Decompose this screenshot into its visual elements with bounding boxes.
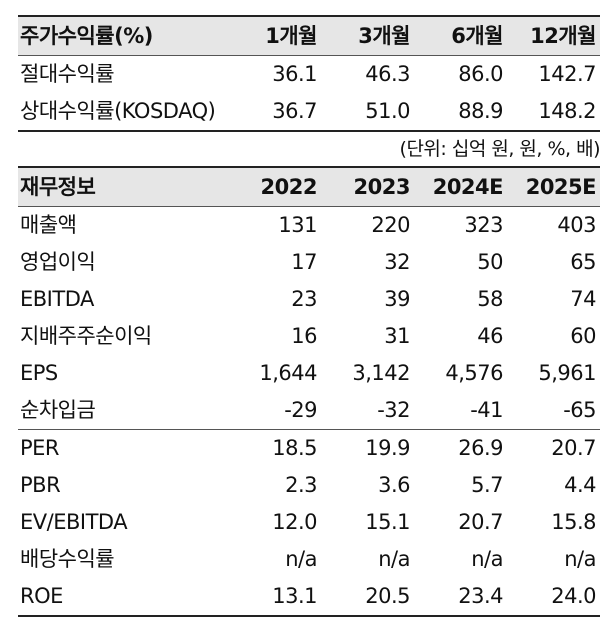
header-2023: 2023	[321, 166, 414, 207]
cell: 24.0	[507, 578, 600, 617]
cell: 23	[291, 287, 317, 311]
header-6m: 6개월	[414, 15, 507, 56]
cell: 15.1	[365, 510, 410, 534]
cell: 3.6	[378, 473, 410, 497]
table-row: 상대수익률(KOSDAQ) 36.7 51.0 88.9 148.2	[18, 93, 600, 132]
cell: 131	[278, 213, 317, 237]
header-3m: 3개월	[321, 15, 414, 56]
cell: n/a	[378, 547, 410, 571]
row-label: ROE	[18, 578, 228, 617]
cell: 19.9	[321, 429, 414, 467]
table-row: 지배주주순이익 16 31 46 60	[18, 318, 600, 355]
cell: -29	[284, 398, 317, 422]
cell: 16	[291, 324, 317, 348]
table-row: ROE 13.1 20.5 23.4 24.0	[18, 578, 600, 617]
cell: 58	[477, 287, 503, 311]
cell: 12.0	[272, 510, 317, 534]
cell: 23.4	[414, 578, 507, 617]
cell: 220	[371, 213, 410, 237]
cell: 142.7	[538, 62, 596, 86]
table-row: EPS 1,644 3,142 4,576 5,961	[18, 355, 600, 392]
row-label: 매출액	[20, 213, 77, 237]
cell: 148.2	[507, 93, 600, 132]
header-label: 재무정보	[18, 166, 228, 207]
header-2024e: 2024E	[414, 166, 507, 207]
table-row: 배당수익률 n/a n/a n/a n/a	[18, 541, 600, 578]
table-row: PER 18.5 19.9 26.9 20.7	[18, 429, 600, 467]
financials-header-row: 재무정보 2022 2023 2024E 2025E	[18, 166, 600, 207]
stock-returns-table: 주가수익률(%) 1개월 3개월 6개월 12개월 절대수익률 36.1 46.…	[18, 15, 600, 132]
cell: 2.3	[285, 473, 317, 497]
cell: 51.0	[321, 93, 414, 132]
cell: 65	[570, 250, 596, 274]
cell: 36.7	[228, 93, 321, 132]
row-label: 순차입금	[20, 398, 96, 422]
cell: 3,142	[352, 361, 410, 385]
cell: 4.4	[564, 473, 596, 497]
cell: 86.0	[458, 62, 503, 86]
row-label: EV/EBITDA	[20, 510, 128, 534]
cell: 39	[384, 287, 410, 311]
financial-summary: 주가수익률(%) 1개월 3개월 6개월 12개월 절대수익률 36.1 46.…	[0, 15, 612, 643]
row-label: 배당수익률	[20, 547, 115, 571]
cell: 5.7	[471, 473, 503, 497]
cell: 18.5	[228, 429, 321, 467]
cell: 4,576	[445, 361, 503, 385]
header-2022: 2022	[228, 166, 321, 207]
cell: 13.1	[228, 578, 321, 617]
row-label: 상대수익률(KOSDAQ)	[18, 93, 228, 132]
cell: 20.7	[507, 429, 600, 467]
table-row: 절대수익률 36.1 46.3 86.0 142.7	[18, 56, 600, 94]
cell: 32	[384, 250, 410, 274]
cell: 46	[477, 324, 503, 348]
header-label: 주가수익률(%)	[18, 15, 228, 56]
cell: 46.3	[365, 62, 410, 86]
cell: 20.5	[321, 578, 414, 617]
cell: 17	[291, 250, 317, 274]
table-row: EV/EBITDA 12.0 15.1 20.7 15.8	[18, 504, 600, 541]
row-label: 지배주주순이익	[20, 324, 152, 348]
row-label: EBITDA	[20, 287, 94, 311]
header-12m: 12개월	[507, 15, 600, 56]
table-row: 매출액 131 220 323 403	[18, 207, 600, 245]
cell: 50	[477, 250, 503, 274]
cell: -41	[470, 398, 503, 422]
cell: -32	[377, 398, 410, 422]
table-row: PBR 2.3 3.6 5.7 4.4	[18, 467, 600, 504]
cell: 31	[384, 324, 410, 348]
cell: 1,644	[259, 361, 317, 385]
header-1m: 1개월	[228, 15, 321, 56]
cell: 36.1	[272, 62, 317, 86]
row-label: 절대수익률	[20, 62, 115, 86]
stock-returns-header-row: 주가수익률(%) 1개월 3개월 6개월 12개월	[18, 15, 600, 56]
header-2025e: 2025E	[507, 166, 600, 207]
cell: -65	[563, 398, 596, 422]
table-row: 영업이익 17 32 50 65	[18, 244, 600, 281]
cell: 74	[570, 287, 596, 311]
table-row: EBITDA 23 39 58 74	[18, 281, 600, 318]
cell: n/a	[471, 547, 503, 571]
row-label: 영업이익	[20, 250, 96, 274]
row-label: EPS	[20, 361, 58, 385]
row-label: PBR	[20, 473, 61, 497]
cell: 88.9	[414, 93, 507, 132]
cell: n/a	[285, 547, 317, 571]
table-row: 순차입금 -29 -32 -41 -65	[18, 392, 600, 430]
cell: 15.8	[551, 510, 596, 534]
cell: 60	[570, 324, 596, 348]
cell: 20.7	[458, 510, 503, 534]
cell: 323	[464, 213, 503, 237]
cell: 26.9	[414, 429, 507, 467]
cell: 5,961	[538, 361, 596, 385]
row-label: PER	[18, 429, 228, 467]
cell: n/a	[564, 547, 596, 571]
unit-note: (단위: 십억 원, 원, %, 배)	[399, 138, 601, 160]
cell: 403	[557, 213, 596, 237]
financials-table: 재무정보 2022 2023 2024E 2025E 매출액 131 220 3…	[18, 166, 600, 617]
